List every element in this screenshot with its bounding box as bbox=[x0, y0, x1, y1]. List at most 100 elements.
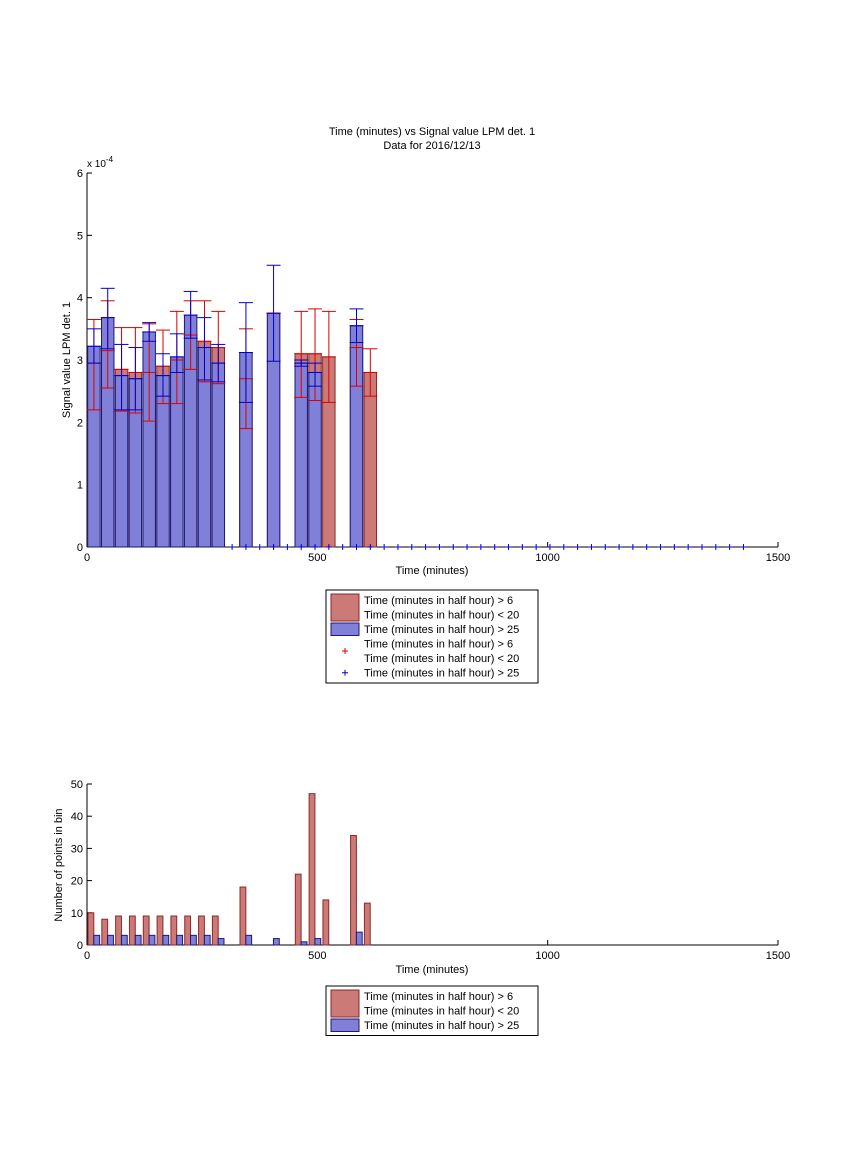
bottom-bar-red bbox=[101, 918, 109, 946]
top-chart-xtick-label: 1500 bbox=[766, 552, 790, 564]
bottom-bar-red bbox=[322, 899, 330, 946]
bottom-bar-red bbox=[363, 902, 371, 946]
bottom-bar-red bbox=[239, 886, 247, 946]
bottom-bar-blue bbox=[217, 938, 225, 946]
top-plus-marker-blue bbox=[367, 544, 374, 550]
bottom-bar-red bbox=[350, 835, 357, 946]
top-plus-marker-blue bbox=[464, 544, 471, 550]
bottom-chart-xtick-label: 1500 bbox=[766, 950, 790, 962]
top-plus-marker-blue bbox=[394, 544, 401, 550]
bottom-bar-blue bbox=[176, 934, 184, 946]
top-plus-marker-blue bbox=[256, 544, 263, 550]
top-plus-marker-blue bbox=[229, 544, 236, 550]
top-plus-marker-blue bbox=[685, 544, 692, 550]
top-plus-marker-blue bbox=[353, 544, 360, 550]
bottom-chart-xtick-label: 0 bbox=[84, 950, 90, 962]
top-chart-ytick-label: 3 bbox=[77, 355, 83, 367]
bottom-chart-xtick-label: 1000 bbox=[535, 950, 559, 962]
bottom-bar-red bbox=[142, 915, 150, 946]
top-plus-marker-blue bbox=[560, 544, 567, 550]
top-chart-xtick-label: 0 bbox=[84, 552, 90, 564]
bottom-bar-blue bbox=[120, 934, 128, 946]
top-legend-entry-label: Time (minutes in half hour) > 6 bbox=[364, 595, 513, 607]
bottom-bar-blue bbox=[203, 934, 211, 946]
top-plus-marker-blue bbox=[726, 544, 733, 550]
bottom-bar-red bbox=[170, 915, 178, 946]
top-chart-ytick-label: 2 bbox=[77, 417, 83, 429]
top-plus-marker-blue bbox=[339, 544, 346, 550]
bottom-legend-entry-label: Time (minutes in half hour) < 20 bbox=[364, 1006, 519, 1018]
top-plus-marker-blue bbox=[381, 544, 388, 550]
top-legend-entry-label: Time (minutes in half hour) < 20 bbox=[364, 610, 519, 622]
bottom-bar-blue bbox=[314, 938, 322, 946]
top-plus-marker-blue bbox=[712, 544, 719, 550]
bottom-chart-ytick-label: 50 bbox=[71, 779, 83, 791]
bottom-bar-blue bbox=[245, 934, 253, 946]
top-plus-marker-blue bbox=[657, 544, 664, 550]
top-chart-ytick-label: 4 bbox=[77, 293, 83, 305]
bottom-bar-red bbox=[156, 915, 164, 946]
top-plus-marker-blue bbox=[588, 544, 595, 550]
bottom-legend-entry-label: Time (minutes in half hour) > 25 bbox=[364, 1020, 519, 1032]
top-plus-marker-blue bbox=[284, 544, 291, 550]
bottom-chart-legend: Time (minutes in half hour) > 6 Time (min… bbox=[325, 985, 539, 1036]
top-plus-marker-blue bbox=[436, 544, 443, 550]
bottom-bar-blue bbox=[162, 934, 170, 946]
bottom-chart-ylabel: Number of points in bin bbox=[53, 808, 65, 921]
top-plus-marker-blue bbox=[422, 544, 429, 550]
bottom-chart-xtick-label: 500 bbox=[308, 950, 326, 962]
top-plus-marker-blue bbox=[643, 544, 650, 550]
bottom-chart-ytick-label: 40 bbox=[71, 811, 83, 823]
top-chart-exponent: x 10-4 bbox=[87, 155, 114, 170]
top-chart-legend: Time (minutes in half hour) > 6 Time (min… bbox=[325, 589, 539, 684]
bottom-bar-blue bbox=[107, 934, 114, 946]
top-plus-marker-blue bbox=[408, 544, 415, 550]
top-plus-marker-blue bbox=[450, 544, 457, 550]
bottom-bar-red bbox=[184, 915, 192, 946]
bottom-legend-swatch-blue bbox=[330, 1018, 360, 1032]
bottom-chart-xlabel: Time (minutes) bbox=[396, 964, 469, 976]
top-plus-marker-blue bbox=[616, 544, 623, 550]
top-plus-marker-blue bbox=[477, 544, 484, 550]
top-plus-marker-blue bbox=[533, 544, 540, 550]
bottom-legend-entry-label: Time (minutes in half hour) > 6 bbox=[364, 991, 513, 1003]
bottom-chart-ytick-label: 10 bbox=[71, 908, 83, 920]
bottom-bar-red bbox=[87, 912, 95, 946]
top-plus-marker-blue bbox=[546, 544, 553, 550]
top-plus-marker-blue bbox=[491, 544, 498, 550]
top-plus-marker-blue bbox=[698, 544, 705, 550]
top-chart-ytick-label: 1 bbox=[77, 480, 83, 492]
top-plus-marker-blue bbox=[298, 544, 305, 550]
top-plus-marker-blue bbox=[505, 544, 512, 550]
bottom-chart-ytick-label: 20 bbox=[71, 876, 83, 888]
bottom-bar-red bbox=[198, 915, 205, 946]
top-chart-ytick-label: 6 bbox=[77, 168, 83, 180]
bottom-chart-plot: 0 500 1000 1500 0 10 20 30 40 50 bbox=[71, 779, 790, 962]
top-plus-marker-blue bbox=[312, 544, 319, 550]
top-chart-ytick-label: 0 bbox=[77, 542, 83, 554]
top-plus-marker-blue bbox=[602, 544, 609, 550]
bottom-bar-blue bbox=[134, 934, 142, 946]
top-legend-swatch-red bbox=[330, 593, 360, 622]
top-chart-xtick-label: 1000 bbox=[535, 552, 559, 564]
top-legend-entry-label: Time (minutes in half hour) < 20 bbox=[364, 653, 519, 665]
bottom-bar-blue bbox=[300, 941, 308, 946]
bottom-legend-box bbox=[325, 985, 539, 1036]
top-chart-ylabel: Signal value LPM det. 1 bbox=[61, 302, 73, 418]
top-chart-exponent-power: -4 bbox=[106, 155, 114, 164]
top-chart-xlabel: Time (minutes) bbox=[396, 565, 469, 577]
top-plus-marker-blue bbox=[740, 544, 747, 550]
bottom-chart-ytick-label: 30 bbox=[71, 843, 83, 855]
bottom-bar-red bbox=[115, 915, 122, 946]
bottom-bar-red bbox=[128, 915, 136, 946]
top-chart-plot: 0 500 1000 1500 0 1 2 3 4 5 6 bbox=[77, 168, 790, 564]
top-bar-blue bbox=[211, 362, 226, 548]
bottom-bar-red bbox=[308, 793, 316, 946]
top-legend-entry-label: Time (minutes in half hour) > 25 bbox=[364, 668, 519, 680]
top-legend-entry-label: Time (minutes in half hour) > 25 bbox=[364, 624, 519, 636]
top-plus-marker-blue bbox=[629, 544, 636, 550]
top-plus-marker-blue bbox=[519, 544, 526, 550]
bottom-bar-red bbox=[211, 915, 219, 946]
top-chart-subtitle: Data for 2016/12/13 bbox=[383, 140, 480, 152]
